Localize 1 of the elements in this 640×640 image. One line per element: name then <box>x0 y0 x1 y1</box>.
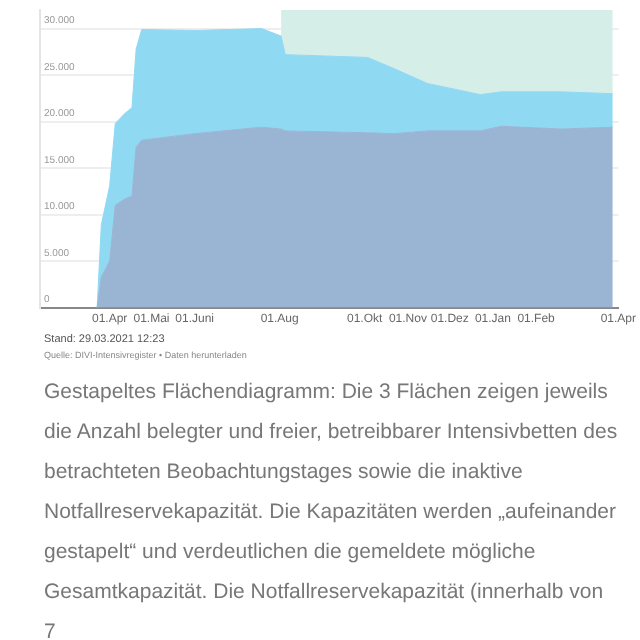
text: Gestapeltes Flächendiagramm: Die 3 Flächen zeigen jeweils die Anzahl belegter und freier, betreibbarer Intensivbetten des betrachteten Beobachtungstages sowie die inaktive Notfallreservekapazität. Die Kapazitäten werden „aufeinander gestapelt“ und verdeutlichen die gemeldete mögliche Gesamtkapazität. Die Notfallreservekapazität (innerhalb von 7 <box>44 378 620 640</box>
